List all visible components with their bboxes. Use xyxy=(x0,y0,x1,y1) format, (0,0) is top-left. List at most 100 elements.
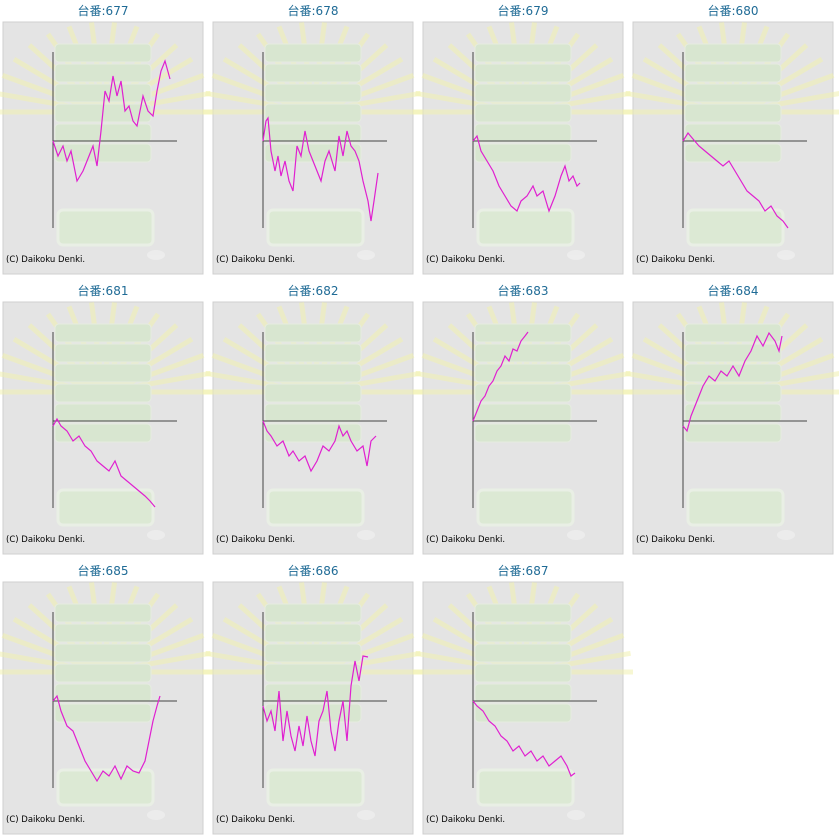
deco-block xyxy=(54,43,152,63)
deco-block xyxy=(264,603,362,623)
deco-block xyxy=(54,663,152,683)
chart-title: 台番:683 xyxy=(498,283,549,298)
deco-block xyxy=(54,703,152,723)
deco-block xyxy=(54,643,152,663)
copyright: (C) Daikoku Denki. xyxy=(216,815,295,825)
chart-title: 台番:682 xyxy=(288,283,339,298)
deco-coin xyxy=(777,250,795,260)
copyright: (C) Daikoku Denki. xyxy=(426,815,505,825)
data-line xyxy=(472,331,529,422)
deco-block xyxy=(54,403,152,423)
deco-block xyxy=(474,143,572,163)
deco-block xyxy=(264,423,362,443)
chart-title: 台番:677 xyxy=(78,3,129,18)
chart-title: 台番:681 xyxy=(78,283,129,298)
deco-block xyxy=(474,343,572,363)
panel-decoration xyxy=(413,582,633,820)
deco-block xyxy=(684,423,782,443)
deco-block xyxy=(264,383,362,403)
deco-block xyxy=(54,343,152,363)
deco-coin xyxy=(357,810,375,820)
data-line xyxy=(262,116,379,222)
deco-block xyxy=(264,143,362,163)
deco-tray xyxy=(476,768,575,807)
copyright: (C) Daikoku Denki. xyxy=(636,255,715,265)
deco-block xyxy=(264,323,362,343)
deco-coin xyxy=(147,530,165,540)
copyright: (C) Daikoku Denki. xyxy=(426,255,505,265)
panel-decoration xyxy=(0,22,213,260)
deco-block xyxy=(474,683,572,703)
deco-block xyxy=(54,363,152,383)
deco-block xyxy=(54,123,152,143)
deco-coin xyxy=(357,530,375,540)
deco-block xyxy=(474,403,572,423)
deco-tray xyxy=(56,768,155,807)
copyright: (C) Daikoku Denki. xyxy=(6,535,85,545)
deco-tray xyxy=(56,208,155,247)
deco-block xyxy=(264,643,362,663)
deco-block xyxy=(54,603,152,623)
deco-block xyxy=(264,343,362,363)
deco-block xyxy=(474,703,572,723)
deco-tray xyxy=(686,488,785,527)
deco-block xyxy=(684,383,782,403)
copyright: (C) Daikoku Denki. xyxy=(216,535,295,545)
data-line xyxy=(262,420,377,473)
data-line xyxy=(472,134,581,213)
deco-block xyxy=(684,123,782,143)
panel-decoration xyxy=(203,582,423,820)
deco-coin xyxy=(567,250,585,260)
deco-block xyxy=(474,363,572,383)
deco-block xyxy=(684,103,782,123)
panel-decoration xyxy=(413,22,633,260)
chart-title: 台番:684 xyxy=(708,283,759,298)
deco-block xyxy=(684,143,782,163)
deco-block xyxy=(264,103,362,123)
chart-title: 台番:687 xyxy=(498,563,549,578)
deco-block xyxy=(54,383,152,403)
deco-block xyxy=(54,83,152,103)
copyright: (C) Daikoku Denki. xyxy=(426,535,505,545)
deco-block xyxy=(684,63,782,83)
deco-coin xyxy=(357,250,375,260)
data-line xyxy=(682,331,783,433)
panel-decoration xyxy=(0,302,213,540)
deco-block xyxy=(54,683,152,703)
deco-block xyxy=(264,43,362,63)
deco-coin xyxy=(147,250,165,260)
deco-block xyxy=(474,83,572,103)
panel-decoration xyxy=(623,302,839,540)
copyright: (C) Daikoku Denki. xyxy=(6,255,85,265)
deco-block xyxy=(474,63,572,83)
panel-decoration xyxy=(203,22,423,260)
deco-block xyxy=(264,123,362,143)
data-line xyxy=(262,655,369,757)
deco-block xyxy=(474,323,572,343)
deco-block xyxy=(54,623,152,643)
data-line xyxy=(52,417,156,508)
panel-decoration xyxy=(0,582,213,820)
deco-coin xyxy=(777,530,795,540)
deco-tray xyxy=(476,488,575,527)
copyright: (C) Daikoku Denki. xyxy=(6,815,85,825)
panel-decoration xyxy=(413,302,633,540)
chart-title: 台番:679 xyxy=(498,3,549,18)
deco-tray xyxy=(686,208,785,247)
chart-title: 台番:678 xyxy=(288,3,339,18)
data-line xyxy=(472,700,576,777)
deco-coin xyxy=(567,810,585,820)
deco-block xyxy=(684,43,782,63)
panel-decoration xyxy=(623,22,839,260)
deco-block xyxy=(684,363,782,383)
deco-block xyxy=(264,63,362,83)
deco-block xyxy=(264,663,362,683)
deco-tray xyxy=(266,768,365,807)
deco-block xyxy=(264,363,362,383)
chart-title: 台番:680 xyxy=(708,3,759,18)
deco-tray xyxy=(266,208,365,247)
deco-block xyxy=(684,403,782,423)
data-line xyxy=(682,131,789,229)
deco-block xyxy=(264,683,362,703)
